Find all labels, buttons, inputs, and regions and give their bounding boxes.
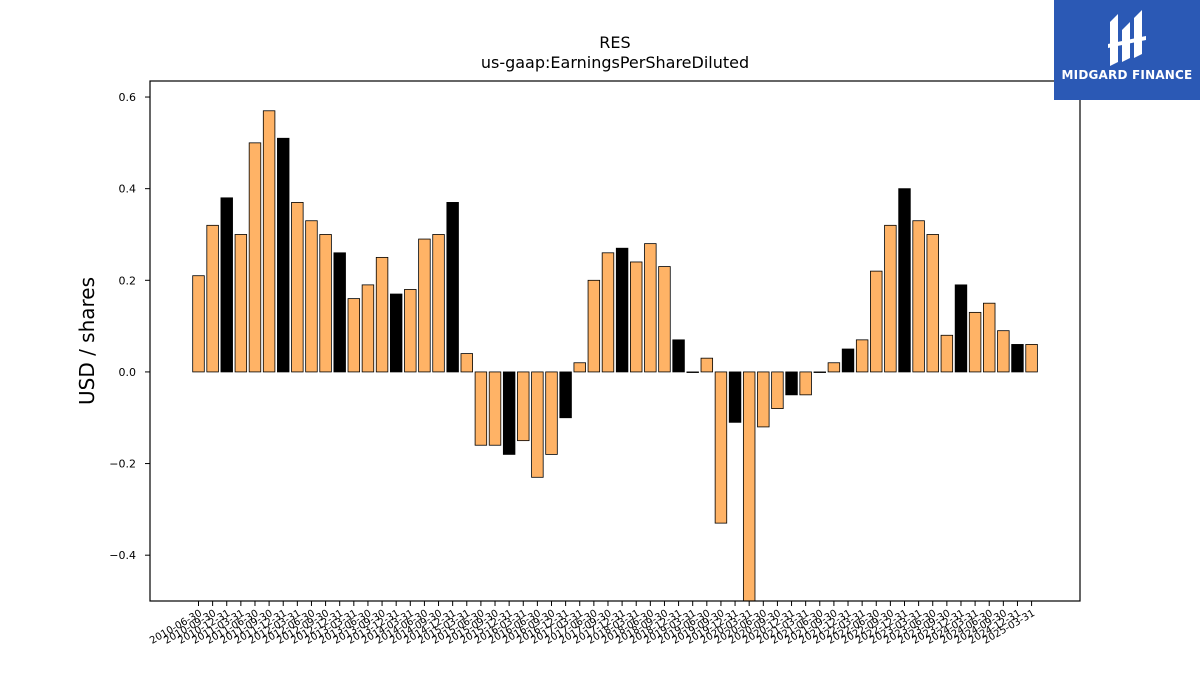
bar-2011-06-30 — [248, 142, 262, 373]
bar-2018-03-31 — [630, 261, 643, 373]
bar-2022-03-31 — [855, 339, 869, 373]
bar-2012-09-30 — [319, 234, 332, 373]
y-tick-label: 0.2 — [119, 274, 137, 287]
bar-2018-06-30 — [644, 243, 657, 373]
bar-2015-03-31 — [460, 353, 473, 373]
bar-2020-06-30 — [757, 371, 770, 428]
x-axis: 2010-06-302010-09-302010-12-312011-03-31… — [148, 601, 1037, 647]
bar-2016-06-30 — [531, 371, 544, 478]
bar-2020-03-31 — [742, 371, 756, 602]
bar-2023-09-30 — [940, 334, 954, 373]
bar-2019-12-31 — [728, 371, 742, 423]
bar-2018-09-30 — [658, 266, 671, 373]
bar-2013-09-30 — [375, 256, 389, 373]
y-tick-label: −0.4 — [109, 549, 136, 562]
bar-2021-09-30 — [827, 362, 841, 373]
bar-2025-03-31 — [1025, 344, 1038, 373]
bar-2022-09-30 — [884, 224, 897, 373]
brand-name: MIDGARD FINANCE — [1061, 68, 1193, 82]
chart-subtitle: us-gaap:EarningsPerShareDiluted — [481, 53, 749, 72]
y-tick-label: 0.0 — [119, 366, 137, 379]
bar-2010-09-30 — [206, 224, 219, 373]
bar-2024-12-31 — [1011, 344, 1024, 373]
bar-series — [192, 110, 1038, 602]
bar-2017-03-31 — [573, 362, 586, 373]
bar-2012-12-31 — [333, 252, 346, 373]
bar-2012-06-30 — [305, 220, 318, 373]
bar-2022-06-30 — [870, 270, 883, 373]
bar-2011-12-31 — [277, 137, 290, 373]
brand-logo: MIDGARD FINANCE — [1054, 0, 1200, 100]
bar-2018-12-31 — [672, 339, 685, 373]
bar-2014-12-31 — [446, 202, 459, 373]
bar-2023-12-31 — [954, 284, 968, 373]
bar-2012-03-31 — [291, 202, 304, 373]
bar-2015-12-31 — [502, 371, 516, 455]
bar-2013-12-31 — [389, 293, 403, 373]
bar-2019-09-30 — [714, 371, 728, 524]
y-axis: −0.4 −0.2 0.0 0.2 0.4 0.6 — [109, 91, 150, 562]
bar-2019-03-31 — [686, 371, 699, 373]
bar-2017-12-31 — [615, 247, 629, 373]
y-tick-label: 0.4 — [119, 183, 137, 196]
bar-2020-12-31 — [785, 371, 798, 396]
brand-logo-icon — [1108, 10, 1146, 66]
plot-frame — [149, 80, 1081, 602]
bar-2013-06-30 — [361, 284, 375, 373]
bar-2022-12-31 — [898, 188, 911, 373]
bar-2010-06-30 — [192, 275, 205, 373]
bar-2024-06-30 — [983, 302, 996, 373]
bar-2013-03-31 — [347, 298, 361, 373]
bar-2023-03-31 — [912, 220, 925, 373]
bar-2017-09-30 — [601, 252, 615, 373]
bar-2021-12-31 — [841, 348, 855, 373]
chart-title: RES — [599, 33, 630, 52]
bar-2019-06-30 — [700, 357, 714, 373]
bar-2014-09-30 — [432, 234, 445, 373]
bar-2010-12-31 — [220, 197, 233, 373]
bar-2023-06-30 — [926, 234, 939, 373]
bar-2021-03-31 — [799, 371, 812, 396]
bar-2024-09-30 — [997, 330, 1010, 373]
y-tick-label: −0.2 — [109, 458, 136, 471]
y-axis-label: USD / shares — [75, 277, 99, 405]
y-tick-label: 0.6 — [119, 91, 137, 104]
bar-2011-09-30 — [262, 110, 276, 373]
bar-2014-06-30 — [418, 238, 431, 373]
bar-2021-06-30 — [813, 371, 826, 373]
bar-2017-06-30 — [587, 279, 601, 373]
bar-2020-09-30 — [771, 371, 784, 409]
bar-2016-09-30 — [545, 371, 558, 455]
bar-2014-03-31 — [404, 289, 417, 373]
bar-2011-03-31 — [234, 234, 248, 373]
bar-2016-03-31 — [517, 371, 530, 442]
bar-2015-09-30 — [488, 371, 502, 446]
bar-2015-06-30 — [474, 371, 488, 446]
bar-2024-03-31 — [968, 311, 982, 373]
bar-2016-12-31 — [559, 371, 572, 419]
